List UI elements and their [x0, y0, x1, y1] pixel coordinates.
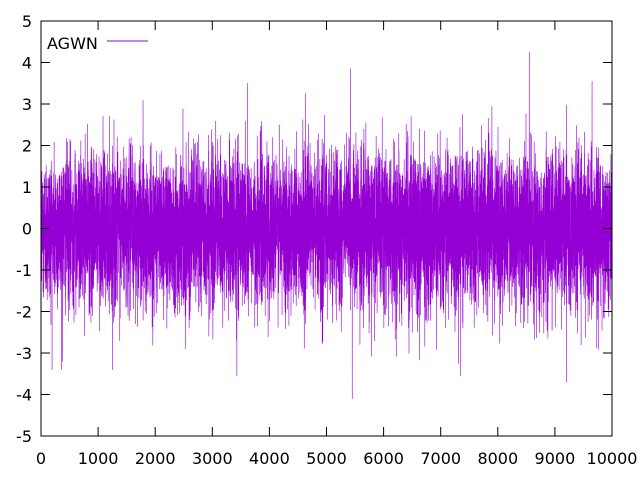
x-tick-label: 5000 [306, 449, 347, 468]
y-tick-label: 3 [22, 95, 32, 114]
y-tick-label: 0 [22, 220, 32, 239]
x-tick-label: 8000 [477, 449, 518, 468]
y-tick-label: -2 [16, 303, 32, 322]
y-tick-label: 4 [22, 54, 32, 73]
x-tick-label: 7000 [420, 449, 461, 468]
legend-label-agwn: AGWN [47, 34, 98, 53]
x-tick-label: 1000 [78, 449, 119, 468]
x-tick-label: 2000 [135, 449, 176, 468]
y-tick-label: -5 [16, 427, 32, 446]
x-tick-label: 10000 [587, 449, 638, 468]
y-tick-label: -1 [16, 261, 32, 280]
x-tick-label: 9000 [535, 449, 576, 468]
x-tick-label: 4000 [249, 449, 290, 468]
y-tick-label: 1 [22, 178, 32, 197]
x-tick-label: 0 [36, 449, 46, 468]
y-tick-label: 2 [22, 137, 32, 156]
y-tick-label: -4 [16, 386, 32, 405]
y-tick-label: -3 [16, 344, 32, 363]
y-tick-label: 5 [22, 12, 32, 31]
x-tick-label: 3000 [192, 449, 233, 468]
x-tick-label: 6000 [363, 449, 404, 468]
